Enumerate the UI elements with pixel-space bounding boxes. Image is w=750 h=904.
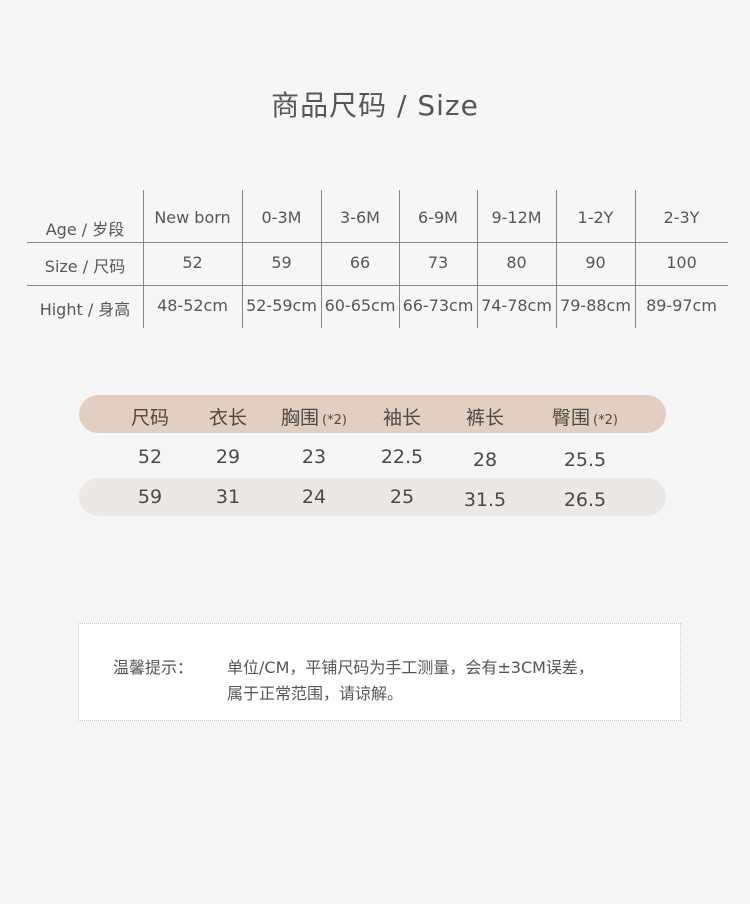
table-cell: 59	[271, 253, 292, 272]
column-header: 尺码	[131, 403, 169, 430]
table-cell: 74-78cm	[481, 296, 552, 315]
table-cell: 26.5	[563, 489, 607, 511]
table-cell: 29	[215, 446, 241, 468]
row-label: Size / 尺码	[44, 257, 126, 276]
row-label: Hight / 身高	[39, 300, 131, 319]
table-cell: 24	[301, 486, 327, 508]
divider	[27, 285, 728, 286]
column-header: 胸围 (*2)	[281, 403, 347, 430]
column-divider	[242, 190, 243, 328]
table-cell: 28	[472, 449, 498, 471]
table-cell: 66-73cm	[402, 296, 474, 315]
table-cell: New born	[154, 208, 231, 227]
header-note: (*2)	[322, 413, 347, 428]
column-header: 裤长	[466, 403, 504, 430]
column-divider	[143, 190, 144, 328]
table-cell: 52	[137, 446, 163, 468]
column-header: 袖长	[383, 403, 421, 430]
header-text: 臀围	[552, 407, 591, 429]
table-cell: 52	[182, 253, 203, 272]
table-cell: 9-12M	[491, 208, 542, 227]
table-cell: 100	[666, 253, 697, 272]
table-cell: 90	[585, 253, 606, 272]
table-cell: 48-52cm	[157, 296, 228, 315]
column-divider	[399, 190, 400, 328]
header-text: 尺码	[130, 407, 170, 429]
table-cell: 31	[215, 486, 241, 508]
header-text: 裤长	[465, 407, 505, 429]
header-text: 袖长	[382, 407, 422, 429]
note-line-2: 属于正常范围，请谅解。	[227, 684, 404, 703]
column-divider	[556, 190, 557, 328]
table-cell: 79-88cm	[560, 296, 631, 315]
measure-table-stripe	[79, 478, 666, 516]
table-cell: 0-3M	[261, 208, 302, 227]
note-box: 温馨提示： 单位/CM，平铺尺码为手工测量，会有±3CM误差， 属于正常范围，请…	[78, 623, 681, 721]
measure-table-header	[79, 395, 666, 433]
column-header: 衣长	[209, 403, 247, 430]
table-cell: 6-9M	[418, 208, 458, 227]
table-cell: 3-6M	[340, 208, 380, 227]
table-cell: 25	[389, 486, 415, 508]
table-cell: 1-2Y	[577, 208, 614, 227]
table-cell: 60-65cm	[324, 296, 396, 315]
row-label: Age / 岁段	[45, 220, 125, 239]
table-cell: 80	[506, 253, 527, 272]
column-divider	[477, 190, 478, 328]
table-cell: 59	[137, 486, 163, 508]
header-text: 胸围	[281, 407, 320, 429]
divider	[27, 242, 728, 243]
table-cell: 2-3Y	[663, 208, 700, 227]
table-cell: 66	[349, 253, 371, 272]
note-label: 温馨提示：	[113, 658, 194, 677]
table-cell: 73	[427, 253, 449, 272]
column-divider	[321, 190, 322, 328]
header-text: 衣长	[208, 407, 248, 429]
table-cell: 23	[301, 446, 327, 468]
note-line-1: 单位/CM，平铺尺码为手工测量，会有±3CM误差，	[227, 658, 594, 677]
table-cell: 22.5	[380, 446, 424, 468]
table-cell: 31.5	[463, 489, 507, 511]
table-cell: 52-59cm	[246, 296, 317, 315]
column-header: 臀围 (*2)	[552, 403, 618, 430]
page-title: 商品尺码 / Size	[271, 89, 479, 122]
table-cell: 25.5	[563, 449, 607, 471]
header-note: (*2)	[593, 413, 618, 428]
table-cell: 89-97cm	[646, 296, 717, 315]
column-divider	[635, 190, 636, 328]
size-table: Age / 岁段 New born 0-3M 3-6M 6-9M 9-12M 1-2Y 2-3…	[27, 190, 728, 328]
